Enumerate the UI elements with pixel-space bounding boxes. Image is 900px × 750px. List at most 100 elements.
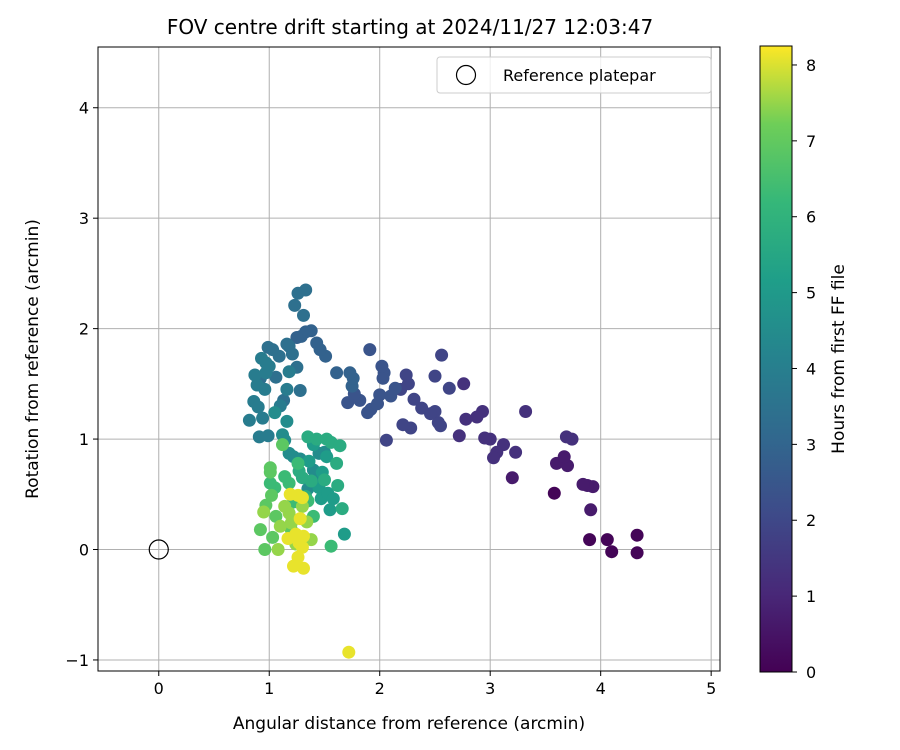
data-point [361, 406, 375, 420]
data-point [379, 433, 393, 447]
data-point [248, 368, 262, 382]
data-point [269, 370, 283, 384]
data-point [297, 561, 310, 575]
x-tick-label: 0 [154, 679, 164, 698]
data-point [253, 523, 267, 537]
colorbar-ticks: 0 1 2 3 4 5 6 7 8 [792, 56, 816, 682]
data-point [278, 499, 292, 513]
data-point [363, 343, 377, 357]
legend: Reference platepar [436, 56, 712, 94]
data-point [341, 396, 355, 410]
data-point [280, 382, 294, 396]
data-point [547, 486, 561, 500]
axis-ticks: 0 1 2 3 4 5 −1 0 1 2 3 4 [65, 99, 716, 698]
data-point [291, 456, 305, 470]
colorbar: 0 1 2 3 4 5 6 7 8 Hours from first FF file [759, 45, 849, 682]
plot-area-frame [97, 46, 721, 672]
data-point [330, 366, 344, 380]
data-point [431, 416, 445, 429]
y-tick-label: 2 [79, 320, 89, 339]
y-tick-label: −1 [65, 651, 89, 670]
data-points [148, 283, 644, 659]
data-point [259, 366, 273, 380]
data-point [487, 451, 500, 465]
reference-platepar-marker [148, 539, 169, 560]
data-point [470, 410, 484, 424]
data-point [320, 450, 334, 464]
chart-title: FOV centre drift starting at 2024/11/27 … [167, 15, 653, 39]
data-point [266, 530, 280, 544]
data-point [273, 519, 287, 533]
colorbar-gradient [759, 45, 793, 673]
data-point [330, 456, 344, 470]
data-point [271, 543, 285, 556]
data-point [384, 389, 398, 403]
x-tick-label: 1 [264, 679, 274, 698]
y-tick-label: 4 [79, 99, 89, 118]
data-point [557, 450, 571, 464]
y-axis-label: Rotation from reference (arcmin) [23, 219, 43, 499]
data-point [265, 488, 278, 502]
data-point [442, 381, 456, 395]
data-point [331, 479, 345, 492]
grid-lines [98, 47, 720, 671]
data-point [415, 401, 429, 415]
x-tick-label: 4 [596, 679, 606, 698]
data-point [376, 371, 390, 385]
data-point [263, 476, 277, 490]
data-point [290, 331, 304, 344]
data-point [252, 430, 266, 444]
data-point [282, 365, 296, 379]
data-point [435, 348, 449, 362]
colorbar-tick-label: 5 [806, 284, 816, 303]
data-point [333, 439, 347, 453]
colorbar-tick-label: 3 [806, 435, 816, 454]
data-point [630, 528, 644, 542]
data-point [600, 533, 614, 547]
data-point [250, 378, 264, 392]
y-tick-label: 3 [79, 209, 89, 228]
data-point [342, 645, 356, 659]
data-point [335, 502, 349, 516]
data-point [630, 546, 644, 560]
data-point [452, 429, 466, 443]
data-point [459, 412, 473, 426]
data-point [281, 532, 295, 545]
data-point [310, 336, 324, 350]
colorbar-tick-label: 8 [806, 56, 816, 75]
colorbar-tick-label: 7 [806, 132, 816, 151]
data-point [295, 540, 309, 554]
colorbar-tick-label: 2 [806, 511, 816, 530]
data-point [428, 369, 442, 383]
legend-label-reference: Reference platepar [503, 66, 656, 85]
data-point [375, 359, 389, 373]
data-point [251, 400, 265, 414]
y-tick-label: 0 [79, 541, 89, 560]
colorbar-label: Hours from first FF file [829, 264, 849, 454]
colorbar-tick-label: 1 [806, 587, 816, 606]
data-point [396, 418, 410, 432]
data-point [519, 405, 533, 418]
legend-marker-reference [455, 64, 477, 86]
data-point [605, 545, 619, 559]
data-point [584, 503, 598, 517]
data-point [302, 454, 316, 468]
data-point [276, 438, 289, 452]
data-point [280, 337, 294, 351]
data-point [310, 432, 324, 446]
colorbar-tick-label: 4 [806, 359, 816, 378]
data-point [478, 431, 492, 445]
data-point [583, 533, 597, 547]
data-point [565, 432, 579, 446]
data-point [255, 351, 268, 365]
data-point [288, 298, 302, 312]
data-point [257, 505, 271, 519]
x-tick-label: 5 [706, 679, 716, 698]
data-point [268, 406, 282, 420]
x-axis-label: Angular distance from reference (arcmin) [233, 714, 585, 734]
y-tick-label: 1 [79, 430, 89, 449]
data-point [509, 445, 523, 459]
data-point [280, 414, 294, 428]
data-point [576, 477, 590, 491]
x-tick-label: 2 [375, 679, 385, 698]
